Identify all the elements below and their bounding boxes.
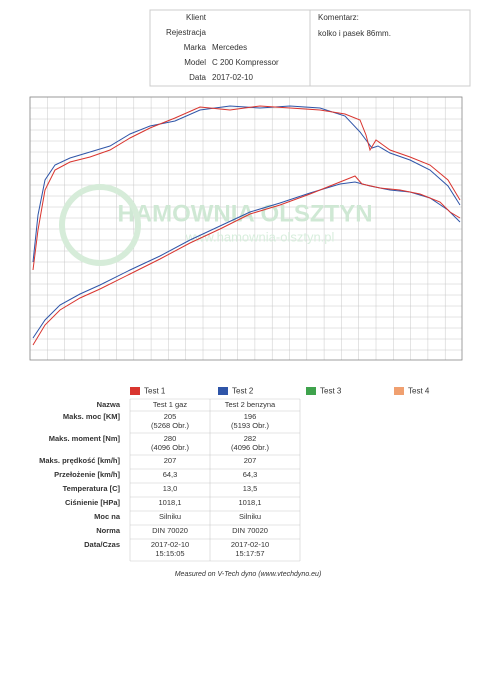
row-label: Moc na <box>94 512 121 521</box>
cell: 15:15:05 <box>155 549 184 558</box>
cell: 1018,1 <box>239 498 262 507</box>
watermark-url: www.hamownia-olsztyn.pl <box>185 229 335 244</box>
cell: Silniku <box>239 512 261 521</box>
curve-test1-torque <box>32 105 461 271</box>
results-table: Nazwa Test 1 gaz Test 2 benzyna Maks. moc [… <box>39 398 301 562</box>
footer: Measured on V-Tech dyno (www.vtechdyno.e… <box>175 571 322 578</box>
cell: (4096 Obr.) <box>151 443 189 452</box>
cell: DIN 70020 <box>152 526 188 535</box>
cell: 207 <box>164 456 177 465</box>
row-label: Ciśnienie [HPa] <box>65 498 121 507</box>
row-label: Maks. moc [KM] <box>63 412 121 421</box>
field-label: Model <box>184 58 206 67</box>
comment: kolko i pasek 86mm. <box>318 29 391 38</box>
comment-box <box>309 9 471 87</box>
legend-label: Test 1 <box>144 387 166 396</box>
cell: 205 <box>164 412 177 421</box>
cell: 2017-02-10 <box>231 540 269 549</box>
curve-test2-torque <box>32 105 461 263</box>
legend-label: Test 2 <box>232 387 254 396</box>
legend-label: Test 4 <box>408 387 430 396</box>
cell: DIN 70020 <box>232 526 268 535</box>
field-label: Marka <box>184 43 207 52</box>
field-label: Klient <box>186 13 207 22</box>
cell: 2017-02-10 <box>151 540 189 549</box>
field-value: 2017-02-10 <box>212 73 253 82</box>
cell: 282 <box>244 434 257 443</box>
curve-test1-power <box>32 175 461 346</box>
legend-label: Test 3 <box>320 387 342 396</box>
cell: 1018,1 <box>159 498 182 507</box>
field-value: C 200 Kompressor <box>212 58 279 67</box>
row-label: Data/Czas <box>84 540 120 549</box>
field-label: Rejestracja <box>166 28 207 37</box>
cell: 13,5 <box>243 484 258 493</box>
field-label: Data <box>189 73 206 82</box>
row-label: Temperatura [C] <box>63 484 121 493</box>
cell: 15:17:57 <box>235 549 264 558</box>
watermark-logo <box>59 184 141 266</box>
plot-frame <box>29 96 463 361</box>
row-label: Maks. prędkość [km/h] <box>39 456 120 465</box>
legend-swatch <box>306 387 316 395</box>
legend-swatch <box>130 387 140 395</box>
legend: Test 1 Test 2 Test 3 Test 4 <box>130 387 430 396</box>
row-label: Norma <box>96 526 121 535</box>
cell: (5268 Obr.) <box>151 421 189 430</box>
row-label: Przełożenie [km/h] <box>54 470 120 479</box>
cell: 196 <box>244 412 257 421</box>
cell: 64,3 <box>163 470 178 479</box>
field-value: Mercedes <box>212 43 247 52</box>
cell: Silniku <box>159 512 181 521</box>
row-label: Maks. moment [Nm] <box>49 434 121 443</box>
header: Klient Rejestracja Marka Mercedes Model C 200… <box>166 13 279 82</box>
cell: 207 <box>244 456 257 465</box>
cell: 280 <box>164 434 177 443</box>
cell: 64,3 <box>243 470 258 479</box>
cell: Test 2 benzyna <box>225 400 276 409</box>
legend-swatch <box>394 387 404 395</box>
comment-label: Komentarz: <box>318 13 359 22</box>
cell: 13,0 <box>163 484 178 493</box>
cell: (4096 Obr.) <box>231 443 269 452</box>
cell: Test 1 gaz <box>153 400 187 409</box>
cell: (5193 Obr.) <box>231 421 269 430</box>
legend-swatch <box>218 387 228 395</box>
row-label: Nazwa <box>97 400 121 409</box>
